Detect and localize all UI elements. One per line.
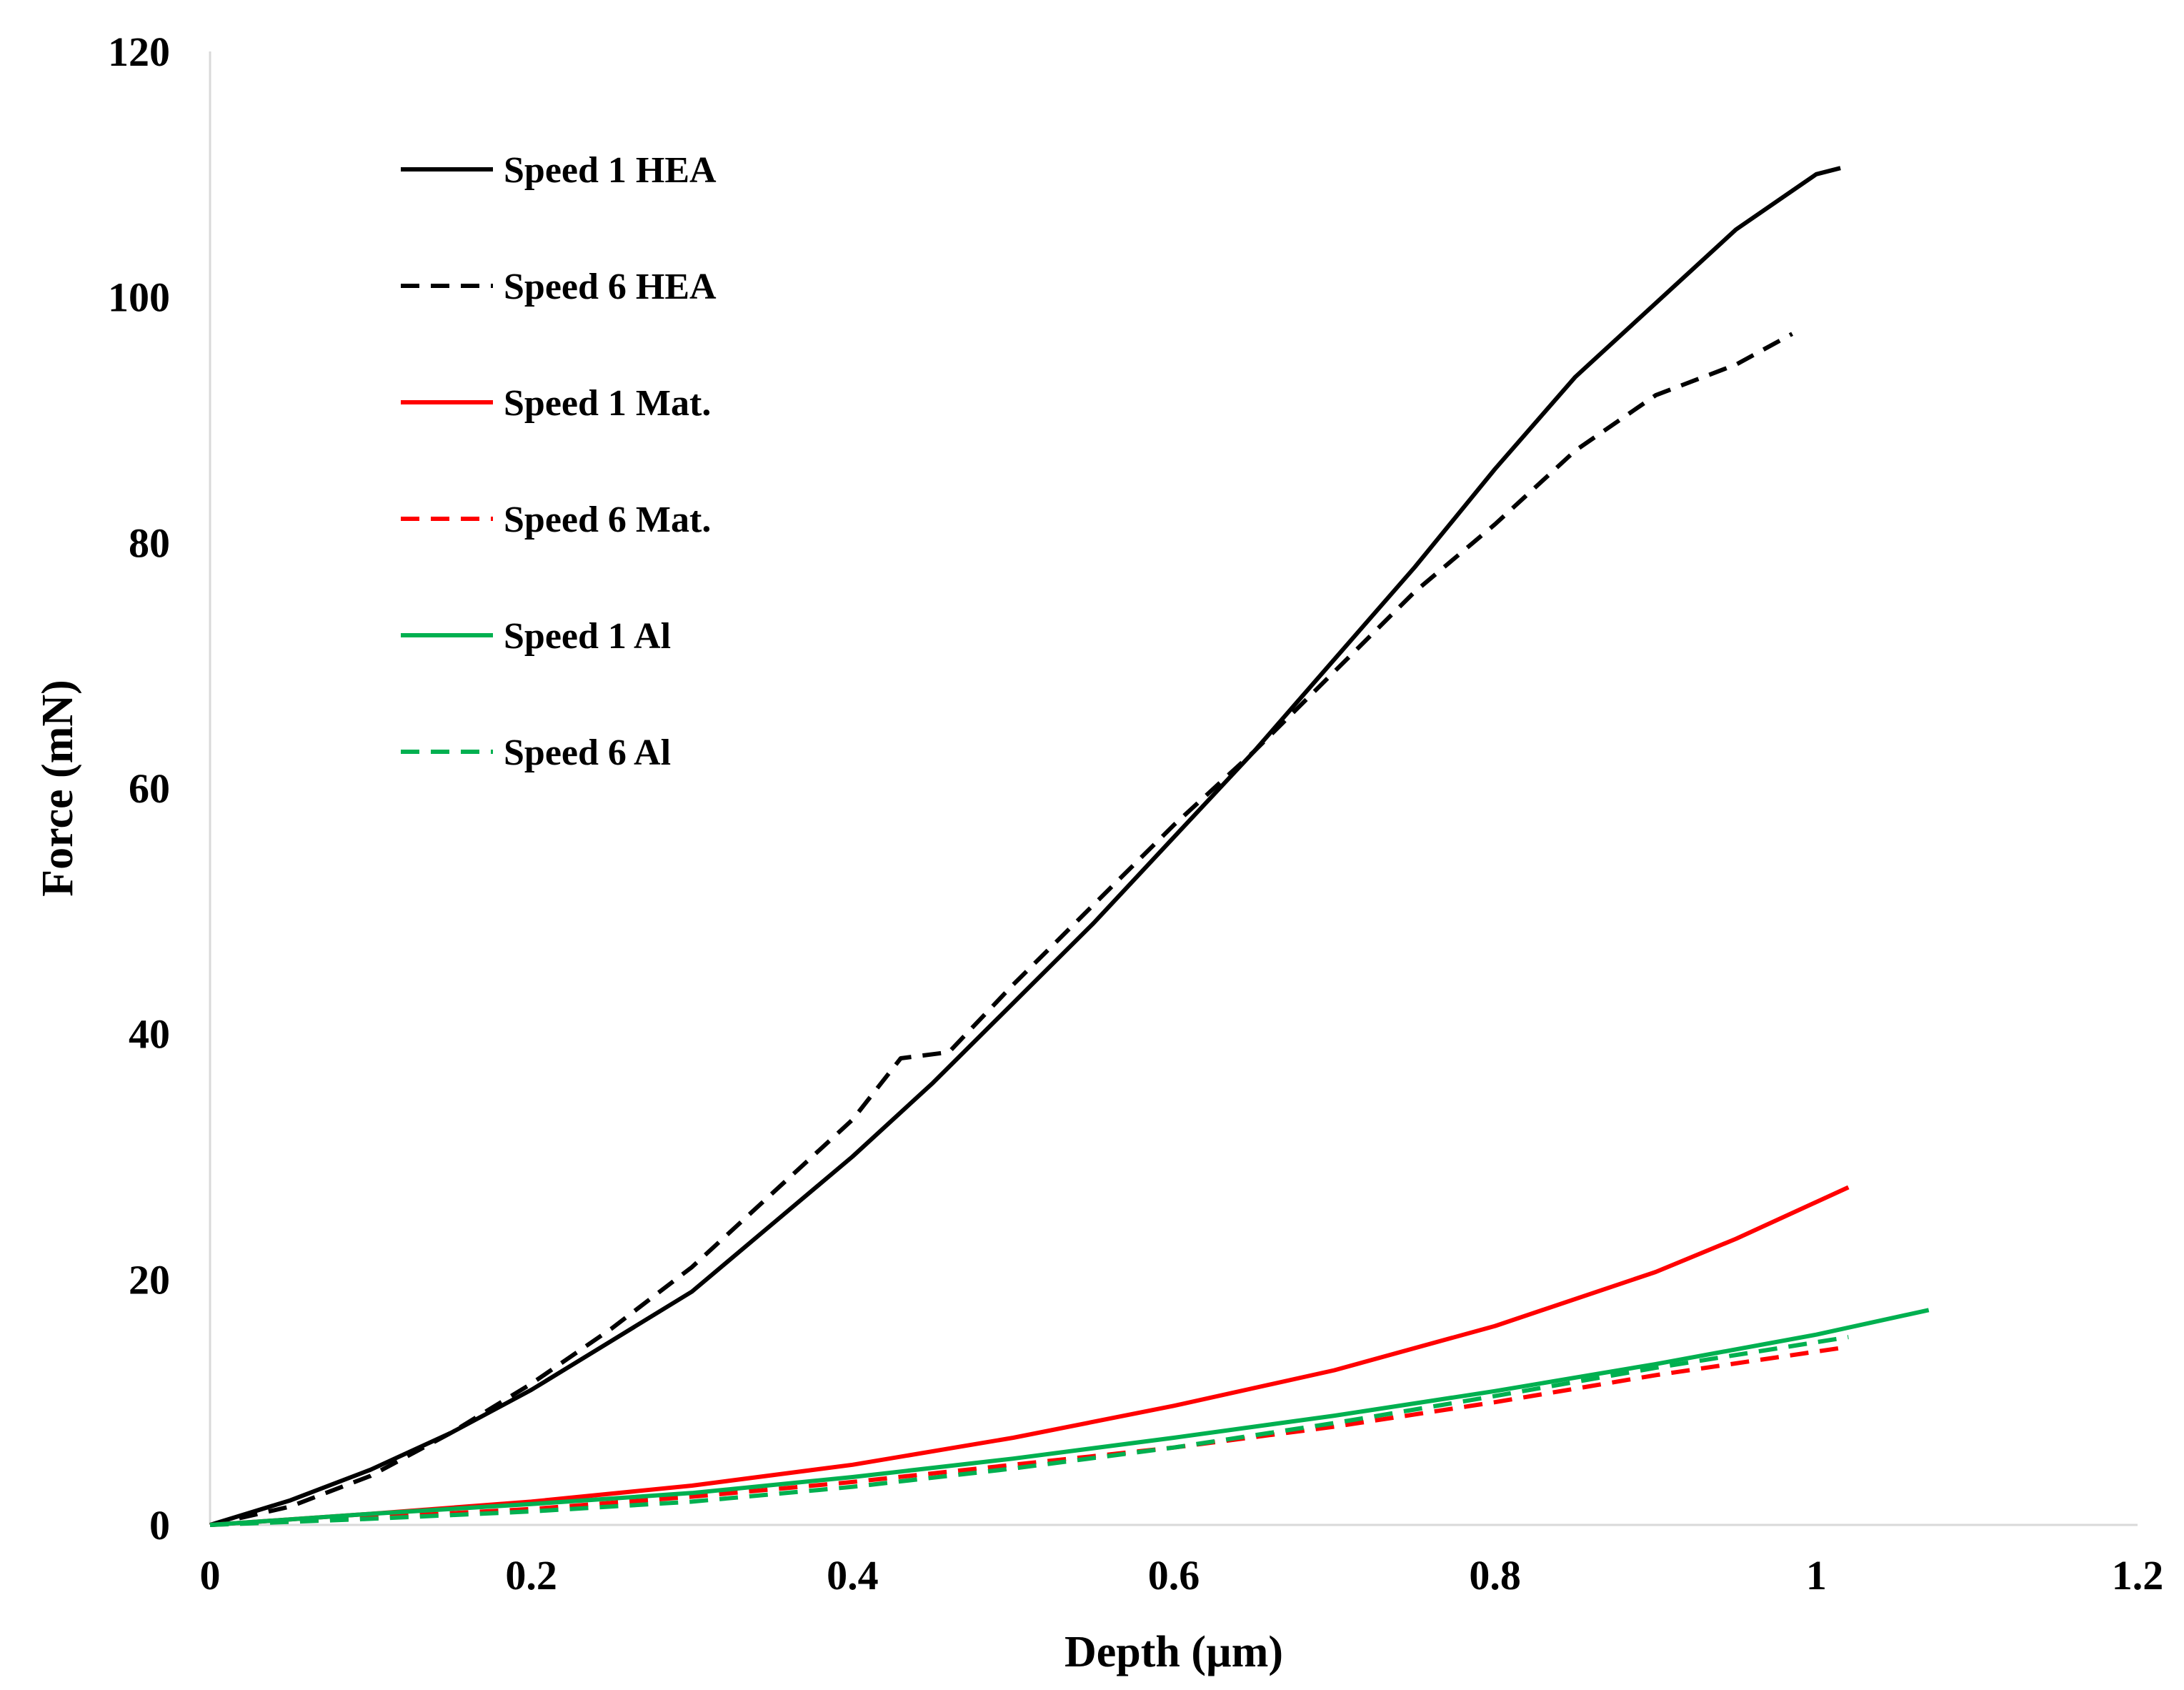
series-layer: [209, 166, 1930, 1527]
legend-label: Speed 6 HEA: [504, 267, 717, 307]
legend-label: Speed 6 Mat.: [504, 499, 711, 540]
y-tick-label: 60: [129, 765, 170, 812]
y-tick-label: 40: [129, 1011, 170, 1058]
y-tick-label: 0: [149, 1502, 170, 1549]
x-tick-label: 0.2: [505, 1552, 557, 1599]
legend: Speed 1 HEA Speed 6 HEA Speed 1 Mat. Speed …: [401, 150, 717, 773]
y-tick-labels: 0 20 40 60 80 100 120: [108, 29, 170, 1549]
series-line-speed-1-al: [209, 1308, 1930, 1527]
x-tick-label: 0.6: [1148, 1552, 1200, 1599]
legend-label: Speed 1 Mat.: [504, 383, 711, 424]
x-tick-label: 0.8: [1469, 1552, 1521, 1599]
y-tick-label: 20: [129, 1256, 170, 1303]
x-tick-labels: 0 0.2 0.4 0.6 0.8 1 1.2: [200, 1552, 2164, 1599]
x-tick-label: 0: [200, 1552, 221, 1599]
x-tick-label: 1.2: [2112, 1552, 2164, 1599]
series-line-speed-1-mat: [209, 1185, 1850, 1527]
series-line-speed-1-hea: [209, 166, 1841, 1527]
x-tick-label: 0.4: [827, 1552, 879, 1599]
y-tick-label: 80: [129, 520, 170, 566]
series-line-speed-6-hea: [209, 332, 1794, 1527]
x-tick-label: 1: [1806, 1552, 1827, 1599]
legend-label: Speed 6 Al: [504, 732, 671, 773]
axes: [209, 51, 2138, 1526]
y-axis-title: Force (mN): [34, 680, 82, 897]
y-tick-label: 120: [108, 29, 170, 75]
legend-label: Speed 1 Al: [504, 616, 671, 657]
y-tick-label: 100: [108, 274, 170, 321]
x-axis-title: Depth (µm): [1064, 1628, 1283, 1676]
legend-label: Speed 1 HEA: [504, 150, 717, 191]
